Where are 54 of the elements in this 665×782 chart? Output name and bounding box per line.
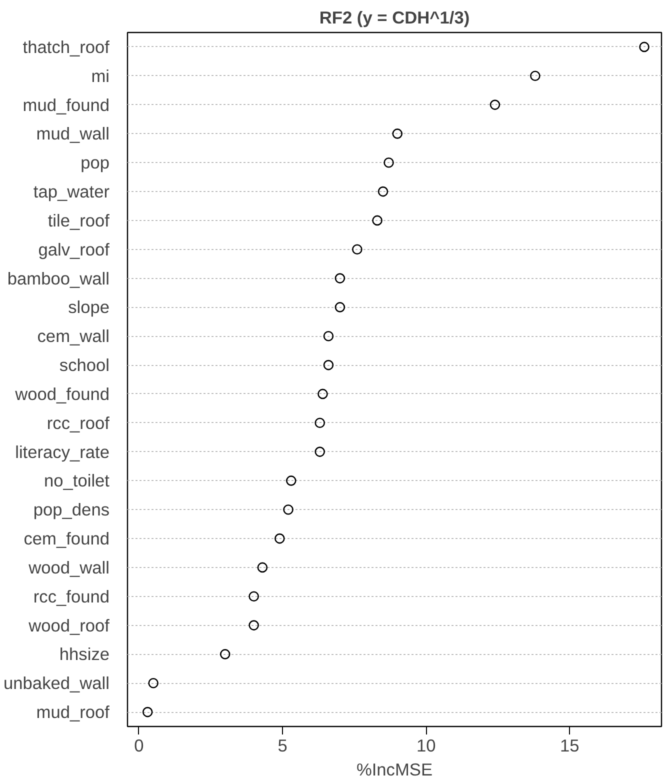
y-tick-label: mi — [91, 66, 110, 86]
point — [392, 128, 403, 139]
y-tick-label: school — [59, 355, 110, 376]
point — [318, 388, 328, 400]
point — [314, 418, 326, 428]
point — [257, 562, 268, 573]
y-tick-label: slope — [68, 297, 110, 318]
y-tick-label: thatch_roof — [22, 36, 110, 57]
point — [274, 533, 285, 544]
y-tick-label: rcc_roof — [46, 412, 110, 433]
point — [283, 504, 294, 515]
y-tick-label: tap_water — [33, 182, 110, 202]
point — [148, 678, 158, 688]
y-tick-label: wood_wall — [28, 557, 110, 578]
y-tick-label: cem_found — [24, 528, 110, 549]
point — [248, 620, 259, 630]
y-tick-label: wood_roof — [28, 615, 110, 636]
y-tick-label: no_toilet — [44, 470, 110, 491]
point — [248, 591, 259, 602]
y-tick-label: rcc_found — [33, 586, 110, 606]
y-tick-label: literacy_rate — [15, 442, 110, 462]
chart-title: RF2 (y = CDH^1/3) — [319, 8, 470, 28]
point — [142, 706, 153, 718]
y-tick-label: wood_found — [14, 384, 110, 404]
point — [286, 476, 296, 486]
point — [378, 186, 388, 197]
point — [490, 100, 500, 110]
y-tick-label: cem_wall — [37, 326, 110, 346]
point — [220, 649, 230, 660]
y-tick-label: pop_dens — [33, 500, 110, 520]
x-tick-label: 10 — [416, 736, 436, 756]
y-tick-label: bamboo_wall — [7, 268, 110, 288]
y-tick-label: unbaked_wall — [4, 673, 110, 694]
point — [639, 42, 650, 52]
x-tick-label: 5 — [278, 736, 288, 756]
y-tick-label: pop — [80, 152, 110, 173]
point — [323, 360, 334, 370]
x-axis-title: %IncMSE — [356, 760, 433, 780]
point — [334, 302, 346, 312]
x-tick-label: 0 — [134, 736, 144, 756]
y-tick-label: hhsize — [59, 644, 110, 664]
point — [352, 244, 362, 255]
x-tick-label: 15 — [560, 736, 580, 756]
point — [372, 215, 382, 226]
point — [334, 273, 346, 284]
y-tick-label: mud_found — [22, 94, 110, 115]
point — [530, 70, 540, 82]
point — [384, 157, 394, 168]
y-tick-label: galv_roof — [38, 239, 110, 260]
y-tick-label: mud_roof — [36, 702, 110, 722]
y-tick-label: mud_wall — [36, 124, 110, 144]
point — [314, 446, 326, 457]
point — [323, 330, 334, 342]
y-tick-label: tile_roof — [48, 210, 110, 230]
